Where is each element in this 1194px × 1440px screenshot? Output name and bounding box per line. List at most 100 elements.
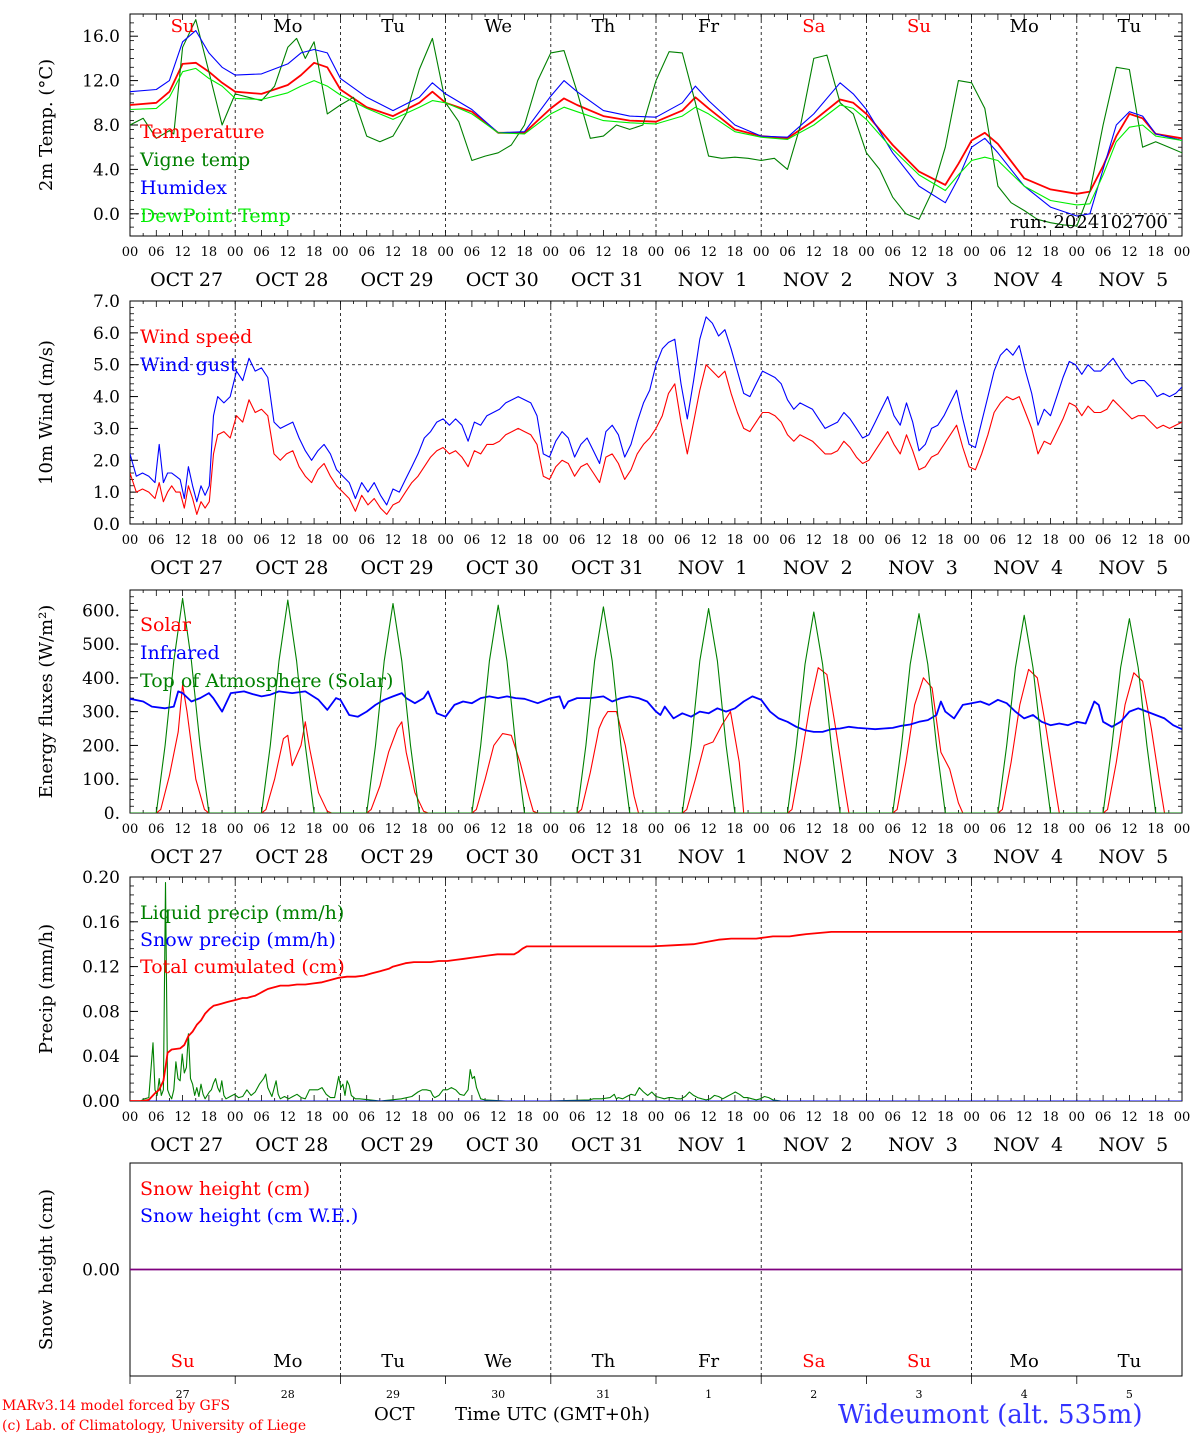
hour-tick-label: 00 bbox=[1174, 245, 1191, 260]
y-tick-label: 0.04 bbox=[82, 1047, 120, 1067]
hour-tick-label: 00 bbox=[437, 245, 454, 260]
date-label: NOV 2 bbox=[783, 269, 853, 291]
y-tick-label: 0.16 bbox=[82, 913, 120, 933]
day-label: Su bbox=[171, 1351, 195, 1372]
hour-tick-label: 12 bbox=[385, 245, 402, 260]
legend-entry: Liquid precip (mm/h) bbox=[140, 902, 344, 924]
y-axis-title: 2m Temp. (°C) bbox=[36, 59, 57, 191]
copyright: (c) Lab. of Climatology, University of L… bbox=[2, 1418, 307, 1434]
hour-tick-label: 12 bbox=[1121, 1110, 1138, 1125]
hour-tick-label: 00 bbox=[753, 1110, 770, 1125]
y-tick-label: 0. bbox=[104, 804, 120, 824]
y-tick-label: 0.00 bbox=[82, 1092, 120, 1112]
hour-tick-label: 18 bbox=[621, 1110, 638, 1125]
date-label: OCT 28 bbox=[255, 557, 328, 579]
hour-tick-label: 18 bbox=[306, 533, 323, 548]
hour-tick-label: 00 bbox=[437, 533, 454, 548]
legend-entry: Humidex bbox=[140, 177, 227, 199]
hour-tick-label: 06 bbox=[884, 822, 901, 837]
day-label: Sa bbox=[802, 1351, 825, 1372]
series-wind-speed bbox=[130, 364, 1182, 515]
hour-tick-label: 12 bbox=[911, 533, 928, 548]
hour-tick-label: 06 bbox=[569, 245, 586, 260]
date-label: NOV 3 bbox=[888, 269, 958, 291]
y-tick-label: 400. bbox=[82, 669, 120, 689]
hour-tick-label: 12 bbox=[280, 1110, 297, 1125]
hour-tick-label: 12 bbox=[385, 822, 402, 837]
hour-tick-label: 12 bbox=[490, 822, 507, 837]
hour-tick-label: 00 bbox=[1069, 533, 1086, 548]
legend-entry: Snow precip (mm/h) bbox=[140, 929, 336, 951]
hour-tick-label: 18 bbox=[1147, 822, 1164, 837]
date-label: NOV 2 bbox=[783, 1134, 853, 1156]
hour-tick-label: 00 bbox=[753, 822, 770, 837]
legend-entry: Top of Atmosphere (Solar) bbox=[140, 670, 393, 692]
hour-tick-label: 06 bbox=[674, 1110, 691, 1125]
legend-entry: Infrared bbox=[140, 642, 220, 664]
date-label: NOV 1 bbox=[678, 557, 748, 579]
day-label: Tu bbox=[1118, 16, 1142, 37]
hour-tick-label: 06 bbox=[1095, 245, 1112, 260]
date-label: NOV 4 bbox=[993, 846, 1063, 868]
series-wind-gust bbox=[130, 316, 1182, 506]
hour-tick-label: 00 bbox=[227, 1110, 244, 1125]
hour-tick-label: 12 bbox=[911, 245, 928, 260]
hour-tick-label: 00 bbox=[332, 1110, 349, 1125]
hour-tick-label: 12 bbox=[700, 533, 717, 548]
day-label: Su bbox=[907, 16, 931, 37]
date-label: OCT 30 bbox=[466, 1134, 539, 1156]
y-tick-label: 8.0 bbox=[93, 116, 120, 136]
date-label: NOV 5 bbox=[1099, 557, 1169, 579]
day-number: 3 bbox=[916, 1388, 923, 1401]
hour-tick-label: 18 bbox=[411, 822, 428, 837]
hour-tick-label: 12 bbox=[1016, 245, 1033, 260]
month-label: OCT bbox=[374, 1404, 415, 1425]
hour-tick-label: 00 bbox=[437, 1110, 454, 1125]
hour-tick-label: 00 bbox=[543, 245, 560, 260]
run-label: run: 2024102700 bbox=[1010, 212, 1168, 233]
y-tick-label: 300. bbox=[82, 703, 120, 723]
date-label: OCT 27 bbox=[150, 846, 223, 868]
hour-tick-label: 06 bbox=[674, 822, 691, 837]
hour-tick-label: 18 bbox=[306, 1110, 323, 1125]
hour-tick-label: 12 bbox=[806, 245, 823, 260]
day-label: Th bbox=[592, 1351, 616, 1372]
hour-tick-label: 06 bbox=[569, 1110, 586, 1125]
date-label: OCT 27 bbox=[150, 269, 223, 291]
hour-tick-label: 18 bbox=[937, 245, 954, 260]
date-label: OCT 31 bbox=[571, 1134, 644, 1156]
date-label: NOV 3 bbox=[888, 1134, 958, 1156]
hour-tick-label: 06 bbox=[779, 822, 796, 837]
y-tick-label: 100. bbox=[82, 770, 120, 790]
series-total-cumulated-cm- bbox=[130, 931, 1182, 1101]
hour-tick-label: 00 bbox=[227, 533, 244, 548]
day-label: Th bbox=[592, 16, 616, 37]
y-tick-label: 12.0 bbox=[82, 72, 120, 92]
hour-tick-label: 00 bbox=[858, 822, 875, 837]
day-number: 29 bbox=[386, 1388, 400, 1401]
hour-tick-label: 18 bbox=[201, 1110, 218, 1125]
hour-tick-label: 06 bbox=[990, 533, 1007, 548]
day-label: Mo bbox=[273, 1351, 302, 1372]
hour-tick-label: 18 bbox=[201, 533, 218, 548]
hour-tick-label: 06 bbox=[148, 822, 165, 837]
date-label: OCT 30 bbox=[466, 557, 539, 579]
date-label: OCT 31 bbox=[571, 557, 644, 579]
day-label: Fr bbox=[698, 1351, 719, 1372]
hour-tick-label: 12 bbox=[490, 533, 507, 548]
hour-tick-label: 06 bbox=[464, 245, 481, 260]
hour-tick-label: 18 bbox=[832, 1110, 849, 1125]
hour-tick-label: 18 bbox=[621, 533, 638, 548]
hour-tick-label: 06 bbox=[990, 1110, 1007, 1125]
hour-tick-label: 18 bbox=[621, 822, 638, 837]
hour-tick-label: 00 bbox=[648, 822, 665, 837]
plot-frame bbox=[129, 300, 1183, 525]
y-tick-label: 3.0 bbox=[93, 419, 120, 439]
hour-tick-label: 00 bbox=[122, 822, 139, 837]
hour-tick-label: 06 bbox=[990, 245, 1007, 260]
panel-4: 0.00 0.04 0.08 0.12 0.16 0.20 Precip (mm/h) Liq… bbox=[36, 868, 1190, 1156]
legend-entry: Vigne temp bbox=[139, 149, 250, 171]
hour-tick-label: 12 bbox=[806, 1110, 823, 1125]
date-label: OCT 27 bbox=[150, 557, 223, 579]
